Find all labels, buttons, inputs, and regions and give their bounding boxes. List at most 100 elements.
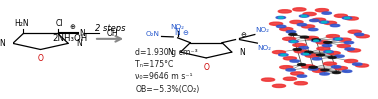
Circle shape: [314, 40, 319, 41]
Text: Cl: Cl: [56, 19, 63, 28]
Circle shape: [320, 73, 329, 75]
Circle shape: [348, 30, 361, 33]
Circle shape: [293, 43, 306, 47]
Circle shape: [309, 66, 317, 68]
Circle shape: [290, 20, 303, 24]
Text: O: O: [203, 63, 209, 72]
Circle shape: [279, 54, 288, 56]
Circle shape: [328, 57, 336, 59]
Circle shape: [327, 51, 340, 55]
Circle shape: [283, 37, 296, 40]
Circle shape: [270, 22, 283, 25]
Text: N: N: [175, 28, 180, 37]
Circle shape: [335, 14, 347, 17]
Circle shape: [335, 67, 347, 70]
Circle shape: [356, 35, 369, 38]
Circle shape: [313, 18, 325, 21]
Circle shape: [291, 72, 304, 75]
Circle shape: [338, 38, 351, 41]
Circle shape: [347, 49, 361, 52]
Circle shape: [284, 57, 296, 60]
Circle shape: [353, 63, 362, 65]
Circle shape: [294, 50, 307, 53]
Circle shape: [278, 10, 291, 13]
Circle shape: [297, 75, 307, 77]
Circle shape: [297, 64, 305, 66]
Text: O: O: [37, 54, 43, 63]
Circle shape: [301, 36, 308, 38]
Circle shape: [330, 24, 340, 27]
Circle shape: [324, 62, 336, 65]
Circle shape: [280, 66, 293, 69]
Text: ⊖: ⊖: [182, 30, 188, 36]
Circle shape: [344, 17, 350, 19]
Text: ⊕: ⊕: [69, 24, 75, 30]
Text: ⊖: ⊖: [240, 32, 246, 38]
Circle shape: [316, 54, 324, 56]
Circle shape: [344, 41, 354, 44]
Circle shape: [286, 69, 295, 71]
Circle shape: [302, 25, 314, 28]
Circle shape: [305, 54, 318, 57]
Circle shape: [313, 69, 325, 72]
Circle shape: [290, 60, 299, 62]
Circle shape: [324, 41, 332, 43]
Circle shape: [312, 58, 322, 60]
Text: ν₀=9646 m s⁻¹: ν₀=9646 m s⁻¹: [135, 72, 193, 81]
Circle shape: [302, 65, 314, 68]
Circle shape: [333, 38, 343, 40]
Circle shape: [322, 12, 332, 14]
Circle shape: [293, 8, 306, 11]
Circle shape: [344, 59, 358, 63]
Circle shape: [303, 12, 316, 16]
Text: NO₂: NO₂: [255, 27, 269, 33]
Text: OH: OH: [107, 29, 118, 38]
Circle shape: [332, 66, 341, 68]
Circle shape: [276, 25, 286, 28]
Circle shape: [335, 55, 344, 57]
Circle shape: [304, 53, 308, 55]
Circle shape: [326, 35, 339, 38]
Circle shape: [335, 38, 341, 40]
Circle shape: [326, 51, 331, 52]
Circle shape: [286, 31, 296, 33]
Circle shape: [273, 84, 285, 88]
Circle shape: [278, 17, 284, 18]
Circle shape: [311, 40, 321, 42]
Circle shape: [354, 33, 364, 36]
Circle shape: [301, 53, 311, 55]
Circle shape: [345, 17, 358, 20]
Text: OB=−5.3%(CO₂): OB=−5.3%(CO₂): [135, 85, 200, 94]
Circle shape: [312, 39, 320, 41]
Circle shape: [345, 48, 354, 50]
Text: N: N: [167, 48, 173, 57]
Text: d=1.930 g cm⁻³: d=1.930 g cm⁻³: [135, 48, 198, 57]
Circle shape: [333, 72, 341, 74]
Circle shape: [322, 44, 332, 47]
Circle shape: [291, 41, 296, 42]
Circle shape: [319, 21, 329, 23]
Text: NO₂: NO₂: [170, 24, 184, 30]
Circle shape: [324, 21, 336, 24]
Circle shape: [316, 41, 329, 44]
Circle shape: [294, 82, 307, 85]
Circle shape: [322, 22, 327, 23]
Text: H₂N: H₂N: [14, 19, 29, 28]
Text: N: N: [0, 39, 5, 48]
Circle shape: [342, 17, 352, 19]
Circle shape: [317, 47, 330, 50]
Circle shape: [281, 54, 286, 55]
Circle shape: [308, 68, 318, 70]
Text: N: N: [239, 48, 245, 57]
Circle shape: [276, 16, 285, 19]
Circle shape: [297, 23, 307, 26]
Circle shape: [273, 51, 285, 54]
Circle shape: [299, 15, 309, 17]
Circle shape: [355, 64, 369, 67]
Circle shape: [315, 9, 328, 12]
Circle shape: [305, 51, 313, 53]
Text: Tₙ=175°C: Tₙ=175°C: [135, 60, 174, 69]
Text: NO₂: NO₂: [258, 45, 272, 51]
Circle shape: [342, 70, 352, 72]
Circle shape: [305, 36, 318, 40]
